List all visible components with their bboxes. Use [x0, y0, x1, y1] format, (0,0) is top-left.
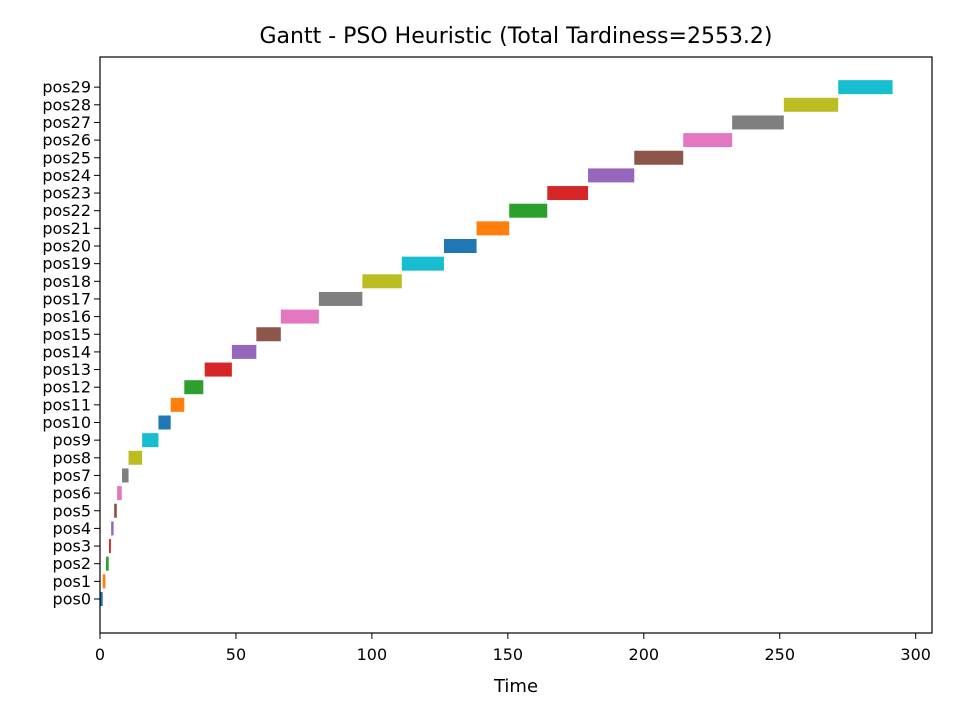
- y-tick-label: pos13: [42, 360, 91, 379]
- y-tick-label: pos21: [42, 219, 91, 238]
- gantt-bar: [362, 274, 402, 289]
- gantt-bar: [683, 133, 733, 148]
- y-tick-label: pos4: [53, 519, 91, 538]
- y-tick-label: pos0: [53, 590, 91, 609]
- gantt-bar: [588, 168, 635, 183]
- y-tick-label: pos17: [42, 289, 91, 308]
- gantt-bar: [318, 291, 363, 306]
- y-tick-label: pos7: [53, 466, 91, 485]
- y-tick-label: pos22: [42, 201, 91, 220]
- gantt-bar: [634, 150, 684, 165]
- x-tick-label: 200: [629, 645, 660, 664]
- gantt-bar: [158, 415, 171, 430]
- gantt-bar: [838, 80, 893, 95]
- gantt-bar: [476, 221, 510, 236]
- x-axis: 0 50 100 150 200 250 300: [95, 633, 931, 664]
- y-tick-label: pos11: [42, 395, 91, 414]
- y-tick-label: pos14: [42, 342, 91, 361]
- y-tick-label: pos27: [42, 113, 91, 132]
- gantt-bar: [128, 450, 143, 465]
- y-tick-label: pos16: [42, 307, 91, 326]
- y-tick-label: pos24: [42, 166, 91, 185]
- gantt-bar: [509, 203, 548, 218]
- y-tick-label: pos8: [53, 448, 91, 467]
- chart-title: Gantt - PSO Heuristic (Total Tardiness=2…: [259, 24, 772, 49]
- y-tick-label: pos28: [42, 95, 91, 114]
- y-tick-label: pos9: [53, 431, 91, 450]
- y-tick-label: pos12: [42, 378, 91, 397]
- y-tick-label: pos26: [42, 131, 91, 150]
- gantt-bar: [122, 468, 129, 483]
- y-tick-label: pos29: [42, 78, 91, 97]
- y-tick-label: pos1: [53, 572, 91, 591]
- y-tick-label: pos20: [42, 237, 91, 256]
- gantt-bar: [443, 239, 477, 253]
- gantt-bar: [204, 362, 232, 377]
- gantt-bar: [100, 592, 103, 606]
- bars-group: [100, 80, 893, 606]
- y-tick-label: pos18: [42, 272, 91, 291]
- y-tick-label: pos23: [42, 184, 91, 203]
- gantt-bar: [547, 186, 589, 201]
- y-tick-label: pos2: [53, 554, 91, 573]
- gantt-bar: [280, 309, 319, 324]
- y-tick-label: pos10: [42, 413, 91, 432]
- x-tick-label: 300: [900, 645, 931, 664]
- gantt-bar: [184, 380, 204, 395]
- x-tick-label: 0: [95, 645, 105, 664]
- y-tick-label: pos6: [53, 484, 91, 503]
- y-axis: pos0pos1pos2pos3pos4pos5pos6pos7pos8pos9…: [42, 78, 100, 609]
- x-tick-label: 150: [493, 645, 524, 664]
- gantt-bar: [102, 574, 106, 589]
- gantt-bar: [108, 539, 111, 554]
- y-tick-label: pos3: [53, 537, 91, 556]
- gantt-bar: [117, 486, 122, 501]
- gantt-bar: [111, 521, 114, 536]
- y-tick-label: pos15: [42, 325, 91, 344]
- x-axis-label: Time: [493, 676, 538, 697]
- x-tick-label: 100: [357, 645, 388, 664]
- y-tick-label: pos19: [42, 254, 91, 273]
- gantt-bar: [114, 503, 117, 518]
- gantt-bar: [231, 344, 257, 359]
- gantt-bar: [732, 115, 784, 130]
- plot-frame: [99, 56, 933, 634]
- gantt-bar: [401, 256, 444, 271]
- x-tick-label: 250: [764, 645, 795, 664]
- y-tick-label: pos5: [53, 501, 91, 520]
- gantt-bar: [783, 97, 839, 112]
- y-tick-label: pos25: [42, 148, 91, 167]
- gantt-bar: [105, 556, 109, 571]
- x-tick-label: 50: [226, 645, 246, 664]
- gantt-bar: [170, 397, 185, 412]
- gantt-bar: [142, 433, 159, 448]
- gantt-bar: [256, 327, 281, 342]
